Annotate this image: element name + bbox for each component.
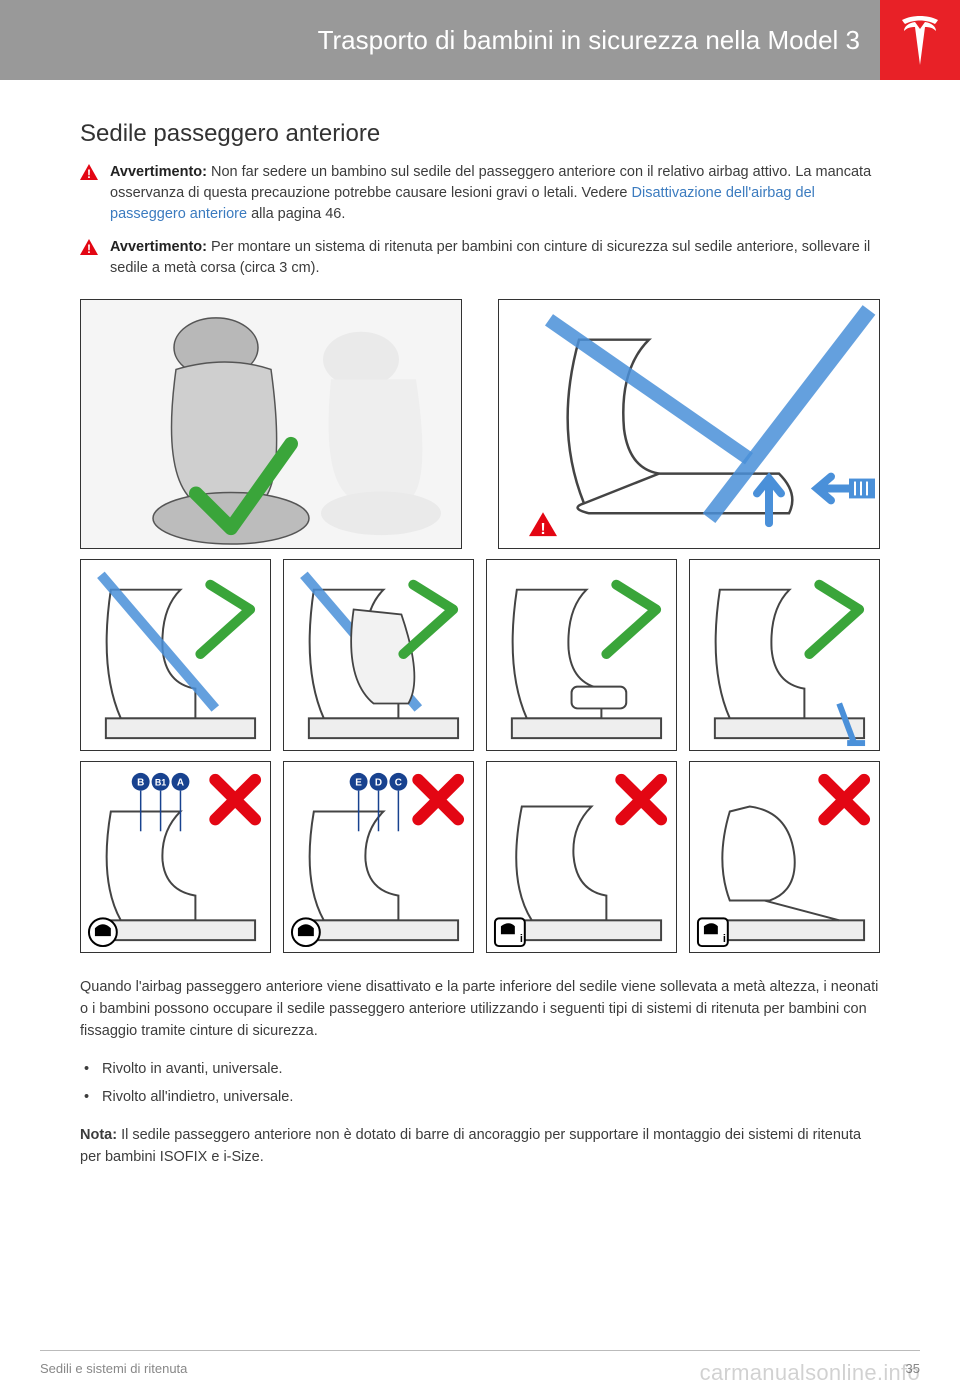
list-item: Rivolto all'indietro, universale. <box>102 1084 880 1112</box>
bullet-list: Rivolto in avanti, universale. Rivolto a… <box>80 1056 880 1111</box>
figure-childseat-correct-1 <box>80 559 271 751</box>
svg-text:E: E <box>355 778 362 789</box>
page-content: Sedile passeggero anteriore ! Avvertimen… <box>0 80 960 1169</box>
figure-row: ! <box>80 299 880 549</box>
svg-text:B: B <box>137 778 144 789</box>
warning-triangle-icon: ! <box>80 164 98 225</box>
figure-row <box>80 559 880 751</box>
warning-block: ! Avvertimento: Non far sedere un bambin… <box>80 162 880 225</box>
svg-text:D: D <box>375 778 382 789</box>
footer-section: Sedili e sistemi di ritenuta <box>40 1361 187 1376</box>
svg-text:!: ! <box>87 242 91 255</box>
svg-text:C: C <box>395 778 402 789</box>
warning-text: Avvertimento: Per montare un sistema di … <box>110 237 880 279</box>
note-paragraph: Nota: Il sedile passeggero anteriore non… <box>80 1125 880 1169</box>
figure-childseat-correct-3 <box>486 559 677 751</box>
warning-text: Avvertimento: Non far sedere un bambino … <box>110 162 880 225</box>
svg-text:!: ! <box>87 167 91 180</box>
list-item: Rivolto in avanti, universale. <box>102 1056 880 1084</box>
watermark: carmanualsonline.info <box>700 1360 920 1386</box>
body-paragraph: Quando l'airbag passeggero anteriore vie… <box>80 977 880 1042</box>
svg-text:!: ! <box>540 521 545 538</box>
svg-text:B1: B1 <box>155 778 166 788</box>
figure-childseat-incorrect-3: i <box>486 761 677 953</box>
figure-childseat-incorrect-1: B B1 A <box>80 761 271 953</box>
figure-childseat-correct-2 <box>283 559 474 751</box>
figure-row: B B1 A E <box>80 761 880 953</box>
section-title: Sedile passeggero anteriore <box>80 120 880 148</box>
svg-text:A: A <box>177 778 184 789</box>
warning-label: Avvertimento: <box>110 239 207 255</box>
note-label: Nota: <box>80 1127 117 1143</box>
warning-triangle-icon: ! <box>80 239 98 279</box>
figure-grid: ! <box>80 299 880 953</box>
warning-body: Per montare un sistema di ritenuta per b… <box>110 239 870 276</box>
svg-text:i: i <box>723 933 726 945</box>
warning-block: ! Avvertimento: Per montare un sistema d… <box>80 237 880 279</box>
figure-childseat-correct-4 <box>689 559 880 751</box>
figure-seat-correct-position <box>80 299 462 549</box>
figure-childseat-incorrect-2: E D C <box>283 761 474 953</box>
figure-seat-raise-diagram: ! <box>498 299 880 549</box>
tesla-logo-icon <box>898 15 942 65</box>
figure-childseat-incorrect-4: i <box>689 761 880 953</box>
tesla-logo <box>880 0 960 80</box>
note-text: Il sedile passeggero anteriore non è dot… <box>80 1127 861 1165</box>
page-header: Trasporto di bambini in sicurezza nella … <box>0 0 960 80</box>
svg-text:i: i <box>520 933 523 945</box>
header-title: Trasporto di bambini in sicurezza nella … <box>318 25 860 56</box>
warning-label: Avvertimento: <box>110 164 207 180</box>
warning-after: alla pagina 46. <box>247 206 345 222</box>
